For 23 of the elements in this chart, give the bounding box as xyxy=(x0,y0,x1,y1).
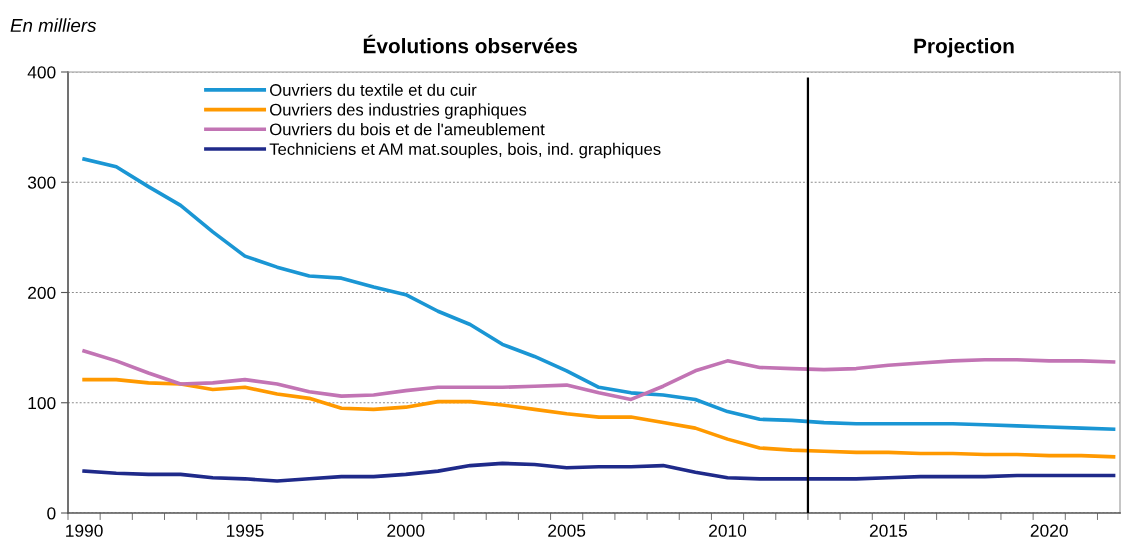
y-tick-label: 400 xyxy=(27,66,56,79)
x-tick-label: 2020 xyxy=(1030,524,1068,537)
x-tick-label: 1995 xyxy=(226,524,264,537)
line-series xyxy=(82,349,1116,402)
y-tick-label: 100 xyxy=(28,396,56,410)
legend-label: Ouvriers des industries graphiques xyxy=(270,103,527,119)
line-series xyxy=(82,157,1116,432)
y-axis-title: En milliers xyxy=(10,18,97,33)
x-tick-label: 1990 xyxy=(66,524,103,537)
y-tick-label: 200 xyxy=(28,286,56,299)
y-tick-label: 300 xyxy=(27,176,56,189)
y-tick-label: 0 xyxy=(47,507,56,520)
legend-label: Ouvriers du bois et de l'ameublement xyxy=(270,123,545,136)
line-series xyxy=(82,377,1116,459)
text: Projection xyxy=(914,38,1014,58)
text: Évolutions observées xyxy=(363,34,577,54)
x-tick-label: 2000 xyxy=(387,524,425,537)
x-tick-label: 2010 xyxy=(709,524,747,537)
x-tick-label: 2015 xyxy=(869,524,907,537)
legend-label: Ouvriers du textile et du cuir xyxy=(270,83,477,96)
line-series xyxy=(82,461,1116,483)
legend-label: Techniciens et AM mat.souples, bois, ind. graphiques xyxy=(269,142,661,159)
x-tick-label: 2005 xyxy=(548,524,586,537)
